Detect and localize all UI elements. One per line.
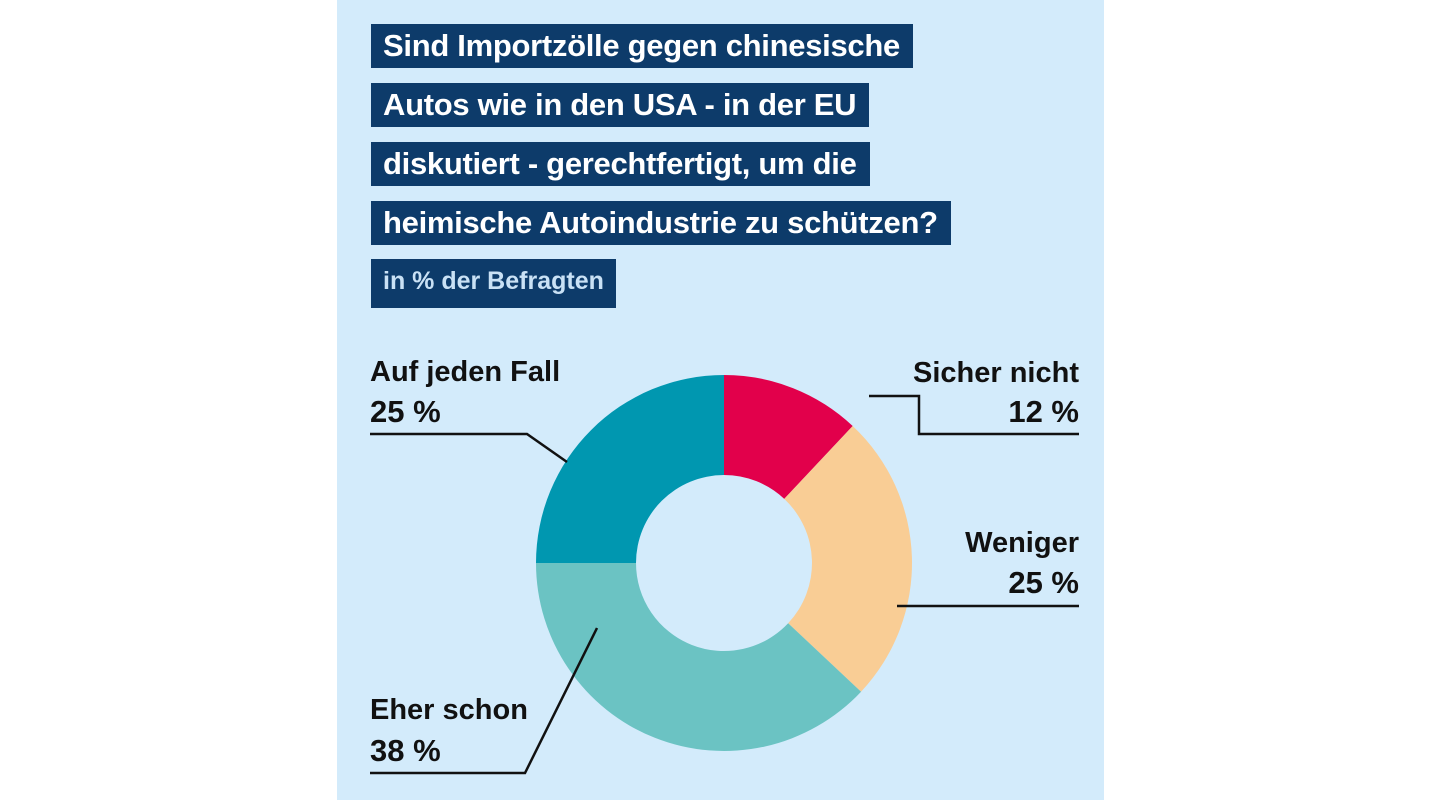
- label-sicher-nicht: Sicher nicht: [913, 357, 1079, 389]
- chart-title: Sind Importzölle gegen chinesische Autos…: [371, 24, 951, 308]
- label-eher-schon: Eher schon: [370, 694, 528, 726]
- title-line-4: heimische Autoindustrie zu schützen?: [371, 201, 951, 245]
- title-line-3: diskutiert - gerechtfertigt, um die: [371, 142, 870, 186]
- title-line-2: Autos wie in den USA - in der EU: [371, 83, 870, 127]
- slice-weniger: [784, 425, 912, 692]
- slice-labels: Sicher nicht 12 % Weniger 25 % Eher schon 38 …: [370, 356, 1079, 768]
- chart-panel: Sind Importzölle gegen chinesische Autos…: [337, 0, 1104, 800]
- chart-subtitle: in % der Befragten: [371, 259, 616, 308]
- slice-sicher-nicht: [724, 375, 853, 499]
- title-line-1: Sind Importzölle gegen chinesische: [371, 24, 913, 68]
- leader-lines: [370, 394, 1079, 775]
- slice-eher-schon: [536, 563, 862, 751]
- leader-line-sicher-nicht: [869, 394, 1079, 436]
- label-auf-jeden-fall: Auf jeden Fall: [370, 356, 560, 388]
- leader-line-eher-schon: [370, 627, 599, 775]
- slice-auf-jeden-fall: [536, 375, 724, 563]
- leader-line-auf-jeden-fall: [370, 432, 568, 464]
- donut-chart: Sicher nicht 12 % Weniger 25 % Eher schon 38 …: [370, 356, 1079, 775]
- value-weniger: 25 %: [1008, 565, 1079, 600]
- label-weniger: Weniger: [965, 527, 1079, 559]
- value-sicher-nicht: 12 %: [1008, 394, 1079, 429]
- value-eher-schon: 38 %: [370, 733, 441, 768]
- donut-slices: [536, 375, 912, 751]
- value-auf-jeden-fall: 25 %: [370, 394, 441, 429]
